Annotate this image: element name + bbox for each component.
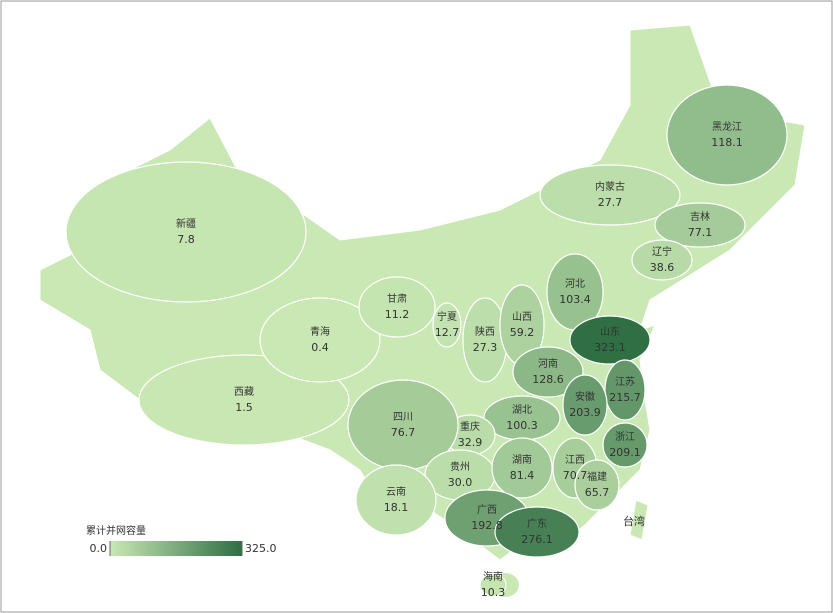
region-name: 湖南 [512,453,532,466]
region-value: 100.3 [506,419,538,432]
region-value: 30.0 [448,476,473,489]
legend-bar [110,541,242,556]
region-value: 12.7 [435,326,460,339]
region-name: 吉林 [690,210,710,223]
region [491,437,553,499]
region [539,164,681,226]
legend: 0.0 325.0 [90,541,277,556]
region-name: 内蒙古 [595,180,625,193]
region-value: 118.1 [711,136,743,149]
region-value: 0.4 [311,341,329,354]
region-value: 128.6 [532,373,564,386]
region-value: 81.4 [510,469,535,482]
region-value: 59.2 [510,326,535,339]
taiwan-shape [629,499,649,541]
region-value: 18.1 [384,501,409,514]
region-value: 76.7 [391,426,416,439]
region-value: 1.5 [235,401,253,414]
region-name: 辽宁 [652,245,672,258]
region-name: 海南 [483,570,503,583]
region [462,297,508,383]
region-value: 32.9 [458,436,483,449]
legend-tick-label: 0.0 [90,542,108,555]
region-name: 山西 [512,311,532,323]
region [574,459,620,511]
region-name: 广东 [527,517,547,530]
region [432,302,462,348]
legend-tick-label: 325.0 [245,542,277,555]
region-name: 黑龙江 [712,120,742,133]
region-value: 38.6 [650,261,675,274]
region-value: 276.1 [521,533,553,546]
region-value: 27.3 [473,341,498,354]
region-name: 甘肃 [387,292,407,305]
region-name: 河南 [538,357,558,370]
labels: 新疆 7.8 西藏 1.5 青海 0.4 甘肃 11.2 宁夏 12.7 陕西 27.3 内蒙古 27.7… [176,120,743,599]
region-name: 广西 [477,504,497,516]
region-name: 四川 [393,412,413,423]
region-value: 203.9 [569,406,601,419]
region [512,346,584,398]
region-name: 山东 [600,325,620,338]
region-name: 台湾 [623,514,645,528]
region [666,84,788,186]
region-value: 7.8 [177,233,195,246]
region [358,276,436,338]
region-name: 新疆 [176,217,196,230]
region [479,573,507,597]
region [604,359,646,421]
region [562,374,608,436]
legend-title: 累计并网容量 [86,524,146,537]
region [602,422,648,468]
region-name: 宁夏 [437,310,457,323]
region-name: 重庆 [460,420,480,433]
region-name: 湖北 [512,404,532,416]
region-name: 贵州 [450,460,470,473]
region-value: 77.1 [688,226,713,239]
region-name: 青海 [310,325,330,338]
region-name: 安徽 [575,390,595,403]
region-name: 西藏 [234,386,254,398]
region-value: 65.7 [585,486,610,499]
region-value: 27.7 [598,196,623,209]
region-value: 70.7 [563,469,588,482]
region-name: 福建 [587,470,607,483]
region-name: 陕西 [475,325,495,338]
region [654,202,746,248]
region-name: 江苏 [615,375,635,388]
region [65,161,307,303]
region-value: 192.8 [471,519,503,532]
regions [65,84,788,597]
region [259,297,381,383]
region [494,506,580,558]
region-value: 103.4 [559,293,591,306]
region [355,464,437,536]
region-name: 浙江 [615,431,635,443]
region-value: 323.1 [594,341,626,354]
region-name: 河北 [565,278,585,290]
region-value: 11.2 [385,308,410,321]
region-name: 江西 [565,454,585,466]
region [631,239,693,281]
region-value: 209.1 [609,446,641,459]
region-value: 215.7 [609,391,641,404]
region-name: 云南 [386,485,406,498]
region-value: 10.3 [481,586,506,599]
region [569,315,651,365]
